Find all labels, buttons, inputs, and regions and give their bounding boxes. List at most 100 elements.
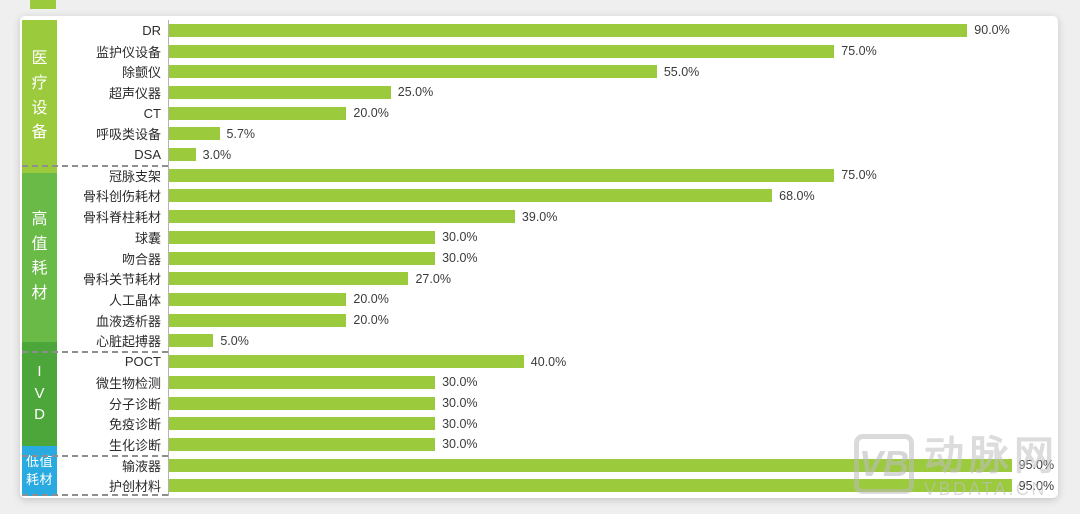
category-tab-label: I [37, 362, 42, 380]
bar-row: 30.0% [169, 393, 1056, 414]
bars-area: 90.0% 75.0% 55.0% 25.0% 20.0% 5.7% 3.0% 75.0% 68… [169, 20, 1056, 496]
bar-value-label: 20.0% [353, 313, 389, 328]
bar-row: 30.0% [169, 413, 1056, 434]
chart-card: 医疗设备高值耗材 I V D 低值 耗材 DR 监护仪设备 除颤仪 超声仪器 CT 呼吸类设备 DSA… [20, 16, 1058, 498]
bar [169, 44, 835, 58]
bar-row: 75.0% [169, 165, 1056, 186]
bar-value-label: 30.0% [442, 416, 478, 431]
bar-row: 30.0% [169, 227, 1056, 248]
category-tab-label: 材 [31, 285, 48, 303]
bar-row: 20.0% [169, 289, 1056, 310]
row-label: 心脏起搏器 [95, 334, 161, 350]
row-label: 呼吸类设备 [95, 127, 161, 143]
bar-row: 30.0% [169, 434, 1056, 455]
category-tab-label: 低值 [25, 454, 53, 470]
bar [169, 65, 657, 79]
bar [169, 127, 220, 141]
row-label: 分子诊断 [108, 396, 161, 412]
bar-row: 90.0% [169, 20, 1056, 41]
row-label: 免疫诊断 [108, 417, 161, 433]
bar-row: 55.0% [169, 61, 1056, 82]
bar-row: 27.0% [169, 268, 1056, 289]
bar [169, 251, 436, 265]
category-tab-label: 设 [31, 99, 48, 117]
bar-value-label: 30.0% [442, 230, 478, 245]
bar-row: 3.0% [169, 144, 1056, 165]
bar-value-label: 30.0% [442, 437, 478, 452]
bar-value-label: 5.7% [226, 126, 256, 141]
category-tab-label: 备 [31, 124, 48, 142]
row-label: POCT [124, 354, 161, 370]
bar-value-label: 5.0% [220, 333, 249, 348]
decorative-green-fragment [30, 0, 56, 9]
bar-value-label: 30.0% [442, 375, 478, 390]
row-label: 除颤仪 [121, 65, 161, 81]
bar-value-label: 95.0% [1018, 458, 1055, 473]
row-label: 生化诊断 [108, 437, 161, 453]
bar [169, 230, 436, 244]
bar-row: 20.0% [169, 310, 1056, 331]
row-label: 吻合器 [121, 251, 161, 267]
category-tab-label: V [34, 384, 45, 402]
bar [169, 313, 347, 327]
bar [169, 375, 436, 389]
row-label: 骨科关节耗材 [82, 272, 161, 288]
bar-row: 30.0% [169, 372, 1056, 393]
bar-row: 30.0% [169, 248, 1056, 269]
row-label: 监护仪设备 [95, 44, 161, 60]
axis-line [168, 20, 169, 496]
bar-row: 20.0% [169, 103, 1056, 124]
bar [169, 85, 391, 99]
row-label: 输液器 [121, 458, 161, 474]
bar [169, 210, 515, 224]
category-tabs: 医疗设备高值耗材 I V D 低值 耗材 [22, 20, 57, 497]
category-tab-label: 值 [31, 235, 48, 253]
category-tab-low-value-consumables: 低值 耗材 [22, 445, 57, 497]
bar [169, 355, 524, 369]
category-tab-label: 医 [31, 49, 48, 67]
category-tab-label: 耗材 [25, 471, 53, 487]
category-tab-label: 高 [31, 210, 48, 228]
bar-value-label: 3.0% [202, 147, 232, 162]
category-tab-medical-equipment: 医疗设备 [22, 20, 57, 174]
bar-row: 5.7% [169, 124, 1056, 145]
bar-value-label: 25.0% [397, 85, 434, 100]
bar-value-label: 20.0% [353, 292, 389, 307]
category-tab-label: 耗 [31, 260, 48, 278]
bar-value-label: 55.0% [663, 64, 700, 79]
bar [169, 458, 1012, 472]
bar [169, 148, 196, 162]
row-label: 冠脉支架 [108, 168, 161, 184]
bar [169, 417, 436, 431]
bar [169, 437, 436, 451]
bar-value-label: 40.0% [530, 354, 567, 369]
bar [169, 272, 409, 286]
bar-value-label: 90.0% [974, 23, 1010, 38]
bar-value-label: 75.0% [841, 168, 877, 183]
row-label: DR [142, 22, 161, 38]
bar-row: 25.0% [169, 82, 1056, 103]
row-label: CT [143, 105, 161, 121]
bar-row: 39.0% [169, 206, 1056, 227]
row-labels: DR 监护仪设备 除颤仪 超声仪器 CT 呼吸类设备 DSA 冠脉支架 骨科创伤耗材 骨科脊柱耗材… [57, 20, 168, 496]
row-label: 人工晶体 [108, 292, 161, 308]
bar [169, 189, 773, 203]
row-label: 微生物检测 [95, 375, 161, 391]
category-tab-label: D [34, 406, 45, 424]
bar-value-label: 95.0% [1018, 478, 1055, 493]
row-label: 血液透析器 [95, 313, 161, 329]
bar-row: 68.0% [169, 186, 1056, 207]
category-tab-label: 疗 [31, 74, 48, 92]
bar [169, 23, 968, 37]
row-label: 球囊 [134, 230, 161, 246]
bar [169, 396, 436, 410]
bar-row: 5.0% [169, 331, 1056, 352]
bar [169, 479, 1012, 493]
bar-value-label: 68.0% [779, 188, 815, 203]
bar-value-label: 30.0% [442, 396, 478, 410]
bar [169, 168, 835, 182]
bar-row: 95.0% [169, 455, 1056, 476]
category-tab-high-value-consumables: 高值耗材 [22, 173, 57, 342]
